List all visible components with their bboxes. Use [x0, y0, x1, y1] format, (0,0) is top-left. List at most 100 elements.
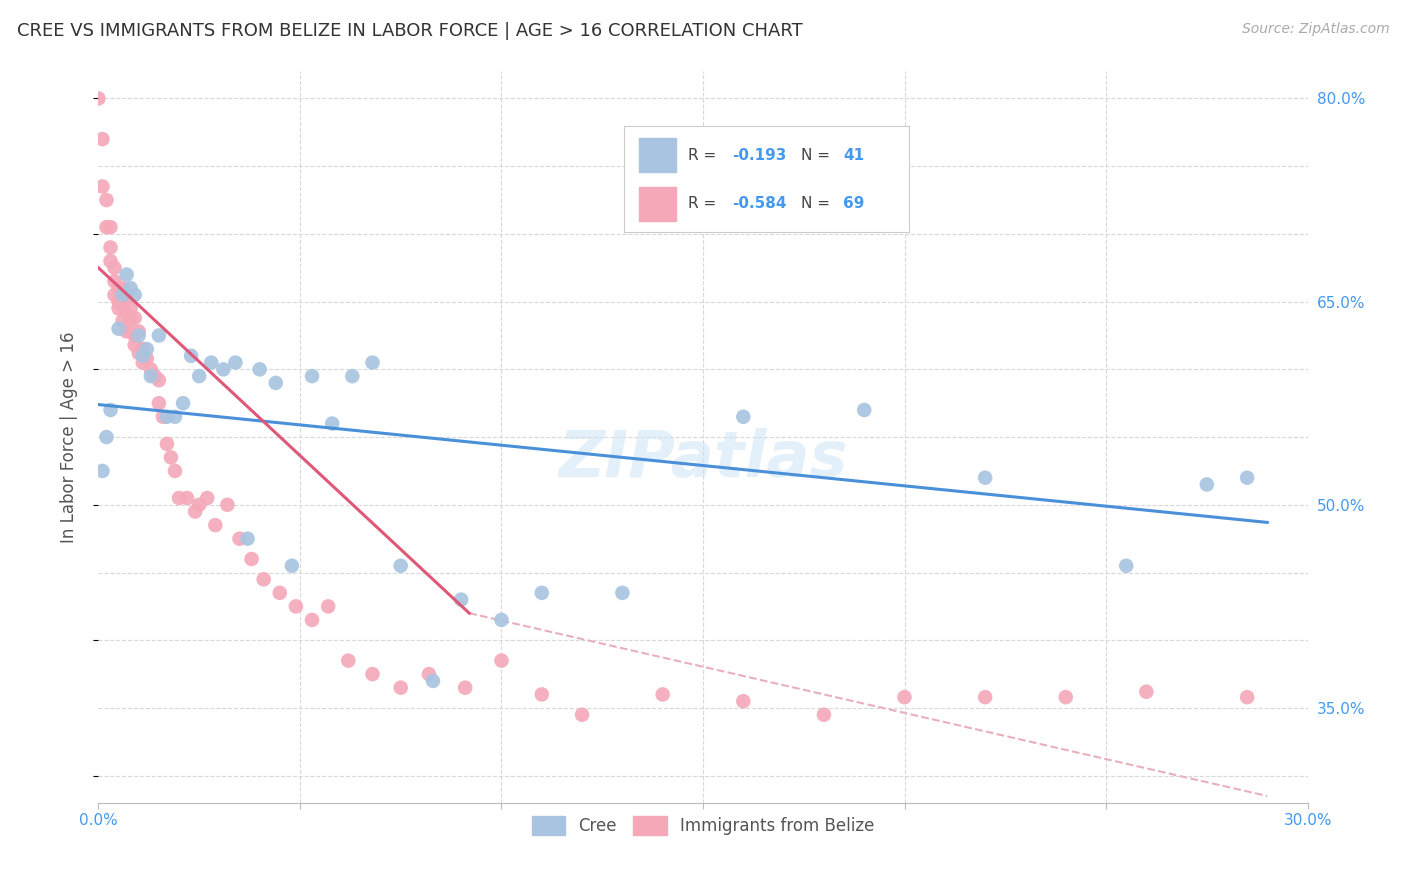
Point	[217, 498, 239, 512]
Point	[389, 681, 412, 695]
Point	[107, 281, 129, 295]
Point	[160, 450, 183, 465]
Point	[612, 586, 634, 600]
Y-axis label: In Labor Force | Age > 16: In Labor Force | Age > 16	[59, 331, 77, 543]
Point	[115, 325, 138, 339]
Point	[128, 346, 150, 360]
Point	[111, 297, 134, 311]
Point	[184, 505, 207, 519]
Point	[530, 586, 553, 600]
Point	[120, 325, 142, 339]
Point	[163, 409, 186, 424]
Legend: Cree, Immigrants from Belize: Cree, Immigrants from Belize	[524, 809, 882, 842]
Point	[269, 586, 291, 600]
Point	[128, 325, 150, 339]
Point	[107, 301, 129, 316]
Point	[148, 396, 170, 410]
Point	[224, 355, 246, 369]
Point	[156, 437, 179, 451]
Point	[188, 498, 211, 512]
Point	[148, 373, 170, 387]
Point	[152, 409, 174, 424]
Point	[1115, 558, 1137, 573]
Point	[132, 355, 155, 369]
Point	[111, 313, 134, 327]
Point	[148, 328, 170, 343]
Point	[1236, 471, 1258, 485]
Point	[571, 707, 593, 722]
Text: CREE VS IMMIGRANTS FROM BELIZE IN LABOR FORCE | AGE > 16 CORRELATION CHART: CREE VS IMMIGRANTS FROM BELIZE IN LABOR …	[17, 22, 803, 40]
Point	[264, 376, 287, 390]
Point	[91, 132, 114, 146]
Point	[115, 305, 138, 319]
Point	[893, 690, 915, 705]
Point	[974, 690, 997, 705]
Point	[1236, 690, 1258, 705]
Point	[491, 654, 513, 668]
Point	[111, 281, 134, 295]
Point	[321, 417, 343, 431]
Point	[281, 558, 304, 573]
Point	[491, 613, 513, 627]
Point	[195, 491, 218, 505]
Point	[91, 464, 114, 478]
Point	[249, 362, 271, 376]
Point	[120, 301, 142, 316]
Point	[100, 254, 122, 268]
Point	[1195, 477, 1218, 491]
Point	[96, 220, 118, 235]
Point	[651, 688, 673, 702]
Point	[96, 430, 118, 444]
Point	[163, 464, 186, 478]
Point	[124, 338, 146, 352]
Point	[100, 403, 122, 417]
Point	[361, 355, 384, 369]
Point	[228, 532, 250, 546]
Point	[853, 403, 876, 417]
Point	[418, 667, 440, 681]
Point	[188, 369, 211, 384]
Point	[1054, 690, 1077, 705]
Point	[124, 310, 146, 325]
Point	[172, 396, 194, 410]
Point	[156, 409, 179, 424]
Point	[1135, 684, 1157, 698]
Point	[342, 369, 364, 384]
Point	[115, 292, 138, 306]
Point	[974, 471, 997, 485]
Point	[124, 328, 146, 343]
Point	[111, 288, 134, 302]
Text: ZIPatlas: ZIPatlas	[558, 428, 848, 490]
Point	[167, 491, 190, 505]
Point	[454, 681, 477, 695]
Point	[115, 268, 138, 282]
Point	[124, 288, 146, 302]
Point	[180, 349, 202, 363]
Point	[733, 409, 755, 424]
Point	[733, 694, 755, 708]
Point	[120, 281, 142, 295]
Point	[107, 294, 129, 309]
Point	[301, 613, 323, 627]
Point	[389, 558, 412, 573]
Point	[103, 274, 125, 288]
Point	[91, 179, 114, 194]
Point	[103, 260, 125, 275]
Point	[530, 688, 553, 702]
Point	[132, 342, 155, 356]
Point	[139, 369, 162, 384]
Point	[128, 328, 150, 343]
Point	[301, 369, 323, 384]
Point	[103, 288, 125, 302]
Point	[361, 667, 384, 681]
Point	[100, 220, 122, 235]
Point	[212, 362, 235, 376]
Point	[135, 342, 157, 356]
Point	[316, 599, 339, 614]
Point	[240, 552, 263, 566]
Point	[450, 592, 472, 607]
Point	[284, 599, 307, 614]
Point	[813, 707, 835, 722]
Point	[204, 518, 226, 533]
Point	[253, 572, 276, 586]
